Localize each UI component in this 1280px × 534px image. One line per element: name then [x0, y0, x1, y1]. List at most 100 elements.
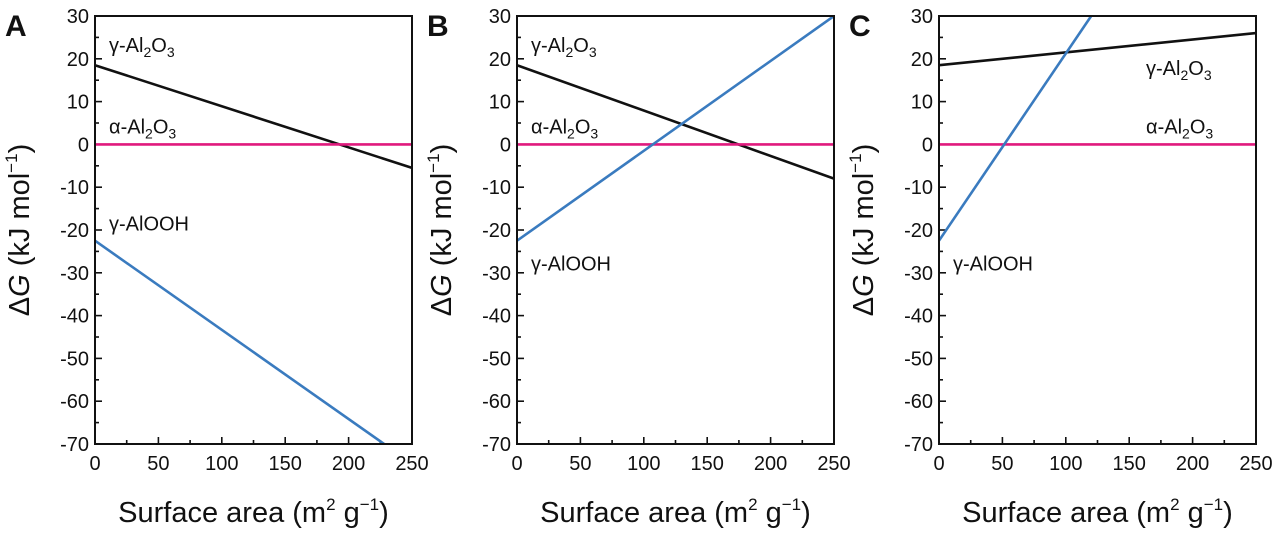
series-label-text: O: [153, 116, 169, 138]
y-axis-title-variable: G: [4, 274, 36, 297]
y-axis-title-superscript: −1: [846, 153, 865, 172]
x-tick-label: 200: [1176, 453, 1209, 475]
x-tick-label: 0: [511, 453, 522, 475]
plot-frame: [938, 15, 1257, 445]
series-label-subscript: 3: [168, 125, 176, 141]
y-tick-label: -50: [60, 348, 89, 370]
y-tick-label: -20: [60, 220, 89, 242]
series-line-2: [95, 239, 385, 444]
y-tick-label: 10: [67, 92, 89, 114]
y-axis-title-superscript: −1: [424, 153, 443, 172]
series-line-0: [517, 63, 834, 180]
y-tick-label: -70: [60, 434, 89, 456]
x-tick-label: 250: [817, 453, 850, 475]
y-tick-label: 20: [67, 49, 89, 71]
y-axis-title-delta: Δ: [4, 297, 36, 316]
series-label: α-Al2O3: [1146, 116, 1213, 141]
panel-letter: A: [5, 10, 27, 43]
y-tick-label: 20: [911, 49, 933, 71]
y-tick-label: -70: [904, 434, 933, 456]
series-label-text: γ-AlOOH: [953, 254, 1033, 276]
y-tick-label: -60: [60, 391, 89, 413]
x-axis-title-text: g: [1180, 497, 1204, 529]
series-label-subscript: 3: [1204, 67, 1212, 83]
y-tick-label: -40: [60, 306, 89, 328]
x-axis-title-text: ): [1223, 497, 1233, 529]
series-line-2: [939, 16, 1093, 242]
x-axis-title: Surface area (m2 g−1): [962, 495, 1233, 529]
y-tick-label: -10: [482, 177, 511, 199]
y-axis-title-superscript: −1: [2, 153, 21, 172]
y-axis-title-delta: Δ: [426, 297, 458, 316]
panel-letter: B: [427, 10, 449, 43]
series-label: γ-AlOOH: [953, 254, 1033, 276]
series-label-subscript: 2: [1182, 125, 1190, 141]
y-tick-label: 10: [489, 92, 511, 114]
series-label-subscript: 3: [1205, 125, 1213, 141]
y-tick-label: 30: [911, 6, 933, 28]
series-label-text: γ-Al: [1146, 58, 1180, 80]
series-label-text: O: [151, 35, 167, 57]
x-axis-title-text: ): [801, 497, 811, 529]
y-axis-title: ΔG (kJ mol−1): [2, 144, 36, 317]
x-axis-title-superscript: 2: [748, 495, 757, 514]
series-label: γ-Al2O3: [109, 35, 175, 60]
x-tick-label: 100: [205, 453, 238, 475]
series-label: γ-Al2O3: [1146, 58, 1212, 83]
x-axis-title-text: Surface area (m: [118, 497, 326, 529]
series-label-text: γ-Al: [531, 35, 565, 57]
y-tick-label: -50: [904, 348, 933, 370]
x-tick-label: 250: [1239, 453, 1272, 475]
y-axis-title-text: (kJ mol: [4, 173, 36, 275]
x-axis-title-text: ): [379, 497, 389, 529]
x-axis-title-text: g: [758, 497, 782, 529]
y-tick-label: -50: [482, 348, 511, 370]
plot-frame: [94, 15, 413, 445]
x-tick-label: 100: [1049, 453, 1082, 475]
series-label-text: α-Al: [531, 116, 567, 138]
y-tick-label: -10: [60, 177, 89, 199]
series-label-text: γ-AlOOH: [109, 214, 189, 236]
series-label-subscript: 2: [565, 44, 573, 60]
series-label: γ-AlOOH: [531, 254, 611, 276]
x-axis-title-text: Surface area (m: [540, 497, 748, 529]
x-axis-title-superscript: 2: [326, 495, 335, 514]
y-tick-label: 0: [78, 134, 89, 156]
x-axis-title-superscript: −1: [360, 495, 379, 514]
series-label-subscript: 3: [590, 125, 598, 141]
y-axis-title-variable: G: [426, 274, 458, 297]
x-tick-label: 100: [627, 453, 660, 475]
y-tick-label: -30: [904, 263, 933, 285]
y-tick-label: 30: [489, 6, 511, 28]
y-tick-label: 10: [911, 92, 933, 114]
series-line-0: [95, 63, 412, 170]
y-axis-title-text: (kJ mol: [848, 173, 880, 275]
series-label-text: O: [1188, 58, 1204, 80]
x-axis-title-superscript: 2: [1170, 495, 1179, 514]
series-label-text: α-Al: [109, 116, 145, 138]
y-tick-label: -10: [904, 177, 933, 199]
y-tick-label: -70: [482, 434, 511, 456]
y-axis-title: ΔG (kJ mol−1): [846, 144, 880, 317]
x-axis-title-superscript: −1: [1204, 495, 1223, 514]
x-tick-label: 0: [89, 453, 100, 475]
y-tick-label: -40: [904, 306, 933, 328]
series-label-text: O: [575, 116, 591, 138]
y-tick-label: 0: [500, 134, 511, 156]
y-axis-title: ΔG (kJ mol−1): [424, 144, 458, 317]
y-axis-title-text: ): [4, 144, 36, 154]
x-axis-title-text: Surface area (m: [962, 497, 1170, 529]
y-tick-label: 0: [922, 134, 933, 156]
series-label-text: O: [573, 35, 589, 57]
y-tick-label: -40: [482, 306, 511, 328]
series-label: α-Al2O3: [109, 116, 176, 141]
x-axis-title-text: g: [336, 497, 360, 529]
y-axis-title-text: (kJ mol: [426, 173, 458, 275]
series-label-subscript: 2: [145, 125, 153, 141]
series-label-text: α-Al: [1146, 116, 1182, 138]
plot-frame: [516, 15, 835, 445]
x-tick-label: 50: [569, 453, 591, 475]
